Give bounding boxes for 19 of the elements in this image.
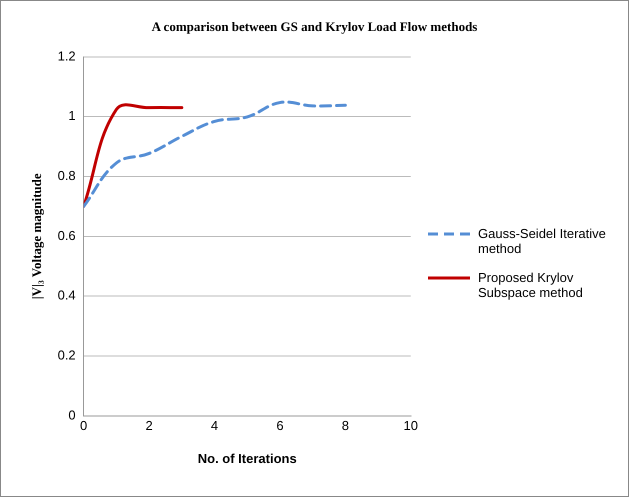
x-axis-title: No. of Iterations [198, 450, 297, 466]
x-tick-label: 4 [210, 418, 218, 434]
y-axis-title: |V|₃ Voltage magnitude [29, 173, 44, 300]
chart-title: A comparison between GS and Krylov Load Flow methods [150, 19, 478, 35]
y-tick-label: 1 [68, 108, 76, 124]
y-tick-label: 1.2 [58, 48, 76, 64]
y-tick-label: 0.4 [58, 288, 76, 303]
y-tick-label: 0.6 [58, 228, 76, 243]
legend-label: Gauss-Seidel Iterative method [478, 226, 607, 256]
legend-label: Proposed Krylov Subspace method [478, 270, 584, 300]
x-tick-label: 2 [145, 418, 153, 434]
x-tick-label: 0 [80, 418, 88, 434]
x-tick-label: 6 [276, 418, 284, 434]
x-tick-label: 8 [342, 418, 349, 434]
y-tick-label: 0.2 [58, 348, 76, 363]
y-tick-label: 0.8 [58, 168, 76, 184]
line-series [84, 100, 347, 208]
x-tick-label: 10 [404, 418, 418, 434]
y-tick-label: 0 [68, 407, 76, 422]
